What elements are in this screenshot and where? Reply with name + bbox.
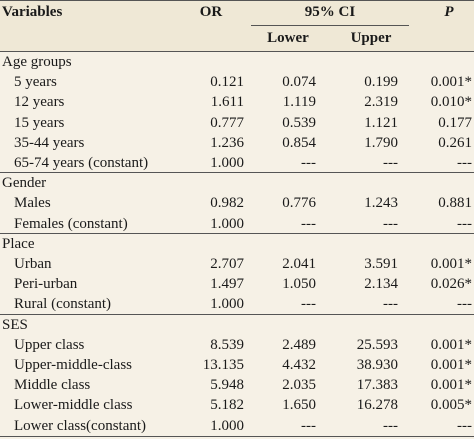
ci-upper-value: 38.930	[356, 357, 398, 373]
ci-subheader-rule	[251, 25, 409, 26]
ci-lower-value: 0.776	[282, 195, 316, 212]
row-label: Lower-middle class	[14, 397, 133, 414]
row-label: Rural (constant)	[14, 296, 112, 313]
ci-lower-value: 2.489	[282, 336, 316, 353]
p-value: 0.010*	[430, 94, 472, 111]
or-value: 0.777	[210, 114, 244, 131]
p-value: 0.881	[438, 195, 472, 212]
p-value: ---	[457, 155, 472, 171]
or-value: 1.000	[210, 155, 244, 171]
p-value: 0.005*	[430, 397, 472, 414]
group-label: SES	[2, 316, 28, 333]
or-value: 1.497	[210, 276, 244, 293]
row-label: 15 years	[14, 114, 65, 131]
or-value: 0.982	[210, 195, 244, 212]
ci-lower-value: 4.432	[282, 357, 316, 373]
header-variables: Variables	[2, 4, 63, 20]
or-value: 8.539	[210, 336, 244, 353]
ci-upper-value: 25.593	[356, 336, 398, 353]
row-label: Peri-urban	[14, 276, 78, 293]
ci-lower-value: 2.035	[282, 377, 316, 394]
ci-lower-value: 0.074	[282, 74, 316, 91]
p-value: ---	[457, 296, 472, 313]
header-ci: 95% CI	[304, 4, 356, 20]
or-value: 13.135	[202, 357, 244, 373]
ci-lower-value: ---	[301, 155, 316, 171]
row-label: 65-74 years (constant)	[14, 155, 149, 171]
row-label: 35-44 years	[14, 134, 85, 151]
p-value: 0.001*	[430, 336, 472, 353]
or-value: 1.236	[210, 134, 244, 151]
row-label: Lower class(constant)	[14, 417, 147, 434]
row-label: Upper class	[14, 336, 85, 353]
ci-upper-value: 1.121	[364, 114, 398, 131]
p-value: 0.001*	[430, 74, 472, 91]
row-label: Middle class	[14, 377, 91, 394]
row-label: 12 years	[14, 94, 65, 111]
or-value: 2.707	[210, 256, 244, 272]
group-label: Age groups	[2, 54, 72, 70]
group-separator-rule	[0, 314, 474, 315]
ci-lower-value: 1.119	[282, 94, 316, 111]
ci-lower-value: ---	[301, 215, 316, 232]
row-label: Upper-middle-class	[14, 357, 132, 373]
or-value: 1.611	[210, 94, 244, 111]
ci-upper-value: 1.243	[364, 195, 398, 212]
ci-lower-value: 1.650	[282, 397, 316, 414]
ci-upper-value: 16.278	[356, 397, 398, 414]
p-value: 0.001*	[430, 256, 472, 272]
ci-lower-value: ---	[301, 417, 316, 434]
ci-upper-value: ---	[383, 155, 398, 171]
header-lower: Lower	[267, 30, 309, 46]
p-value: 0.001*	[430, 377, 472, 394]
p-value: 0.001*	[430, 357, 472, 373]
ci-upper-value: 2.319	[364, 94, 398, 111]
p-value: 0.177	[438, 114, 472, 131]
ci-upper-value: 1.790	[364, 134, 398, 151]
or-value: 5.948	[210, 377, 244, 394]
ci-lower-value: 2.041	[282, 256, 316, 272]
top-rule	[0, 0, 474, 1]
header-upper: Upper	[350, 30, 392, 46]
header-or: OR	[199, 4, 223, 20]
ci-upper-value: ---	[383, 215, 398, 232]
or-value: 5.182	[210, 397, 244, 414]
header-bottom-rule	[0, 51, 474, 52]
ci-upper-value: 2.134	[364, 276, 398, 293]
bottom-rule	[0, 436, 474, 437]
p-value: 0.026*	[430, 276, 472, 293]
ci-upper-value: ---	[383, 417, 398, 434]
header-p: P	[444, 4, 454, 20]
or-value: 1.000	[210, 215, 244, 232]
or-value: 0.121	[210, 74, 244, 91]
or-value: 1.000	[210, 417, 244, 434]
ci-upper-value: ---	[383, 296, 398, 313]
ci-upper-value: 3.591	[364, 256, 398, 272]
ci-lower-value: 0.539	[282, 114, 316, 131]
row-label: 5 years	[14, 74, 57, 91]
group-label: Gender	[2, 175, 47, 192]
group-label: Place	[2, 235, 35, 252]
ci-upper-value: 17.383	[356, 377, 398, 394]
ci-lower-value: 1.050	[282, 276, 316, 293]
p-value: ---	[457, 215, 472, 232]
ci-upper-value: 0.199	[364, 74, 398, 91]
group-separator-rule	[0, 172, 474, 173]
p-value: 0.261	[438, 134, 472, 151]
row-label: Females (constant)	[14, 215, 128, 232]
row-label: Males	[14, 195, 51, 212]
group-separator-rule	[0, 233, 474, 234]
p-value: ---	[457, 417, 472, 434]
ci-lower-value: ---	[301, 296, 316, 313]
or-value: 1.000	[210, 296, 244, 313]
ci-lower-value: 0.854	[282, 134, 316, 151]
row-label: Urban	[14, 256, 52, 272]
